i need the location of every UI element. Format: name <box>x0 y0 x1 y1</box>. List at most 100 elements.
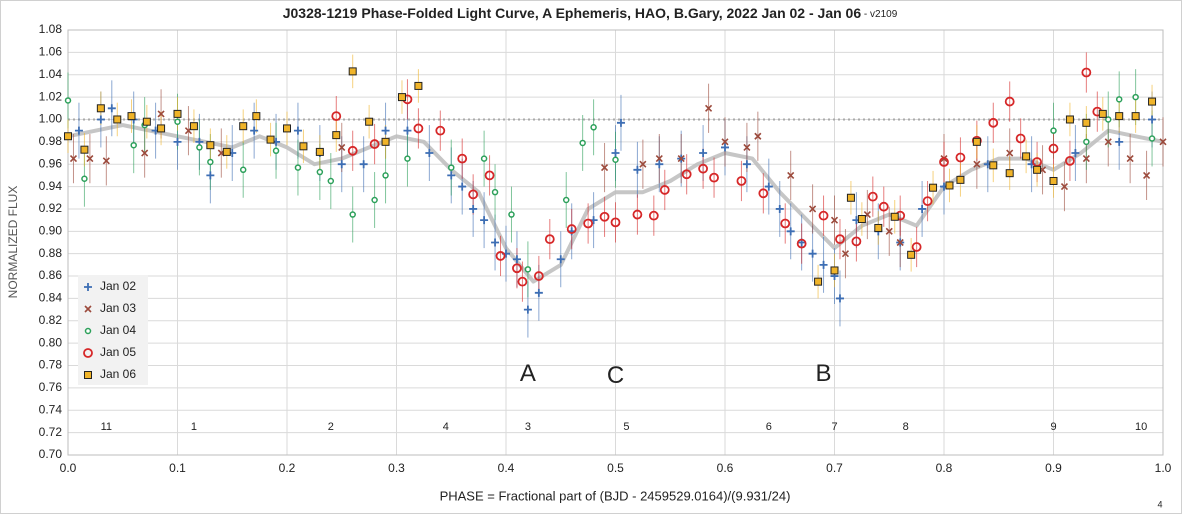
point-shape <box>102 157 110 165</box>
point-shape <box>491 238 500 247</box>
point <box>206 171 215 180</box>
y-tick-label: 0.70 <box>39 447 63 461</box>
point <box>512 263 522 274</box>
point <box>84 371 92 379</box>
point <box>435 125 446 136</box>
point-shape <box>742 160 751 169</box>
point-shape <box>655 160 664 169</box>
point-shape <box>918 204 927 213</box>
segment-label: 9 <box>1050 421 1056 433</box>
point <box>796 238 807 249</box>
x-tick-label: 0.2 <box>279 461 296 475</box>
segment-label: 1 <box>191 421 197 433</box>
point <box>556 255 565 264</box>
point <box>1098 109 1107 118</box>
point-shape <box>556 255 565 264</box>
point <box>973 160 981 168</box>
point <box>922 196 933 207</box>
point <box>414 81 423 90</box>
point <box>81 175 88 182</box>
point <box>939 157 949 167</box>
y-tick-label: 1.04 <box>39 67 63 81</box>
annotation: B <box>816 360 832 387</box>
y-tick-label: 0.94 <box>39 179 63 193</box>
point <box>1115 137 1124 146</box>
point <box>403 126 412 135</box>
point <box>1105 116 1112 123</box>
point <box>867 191 878 202</box>
point <box>754 132 762 140</box>
point <box>611 149 620 158</box>
point <box>157 110 165 118</box>
y-tick-label: 0.90 <box>39 223 63 237</box>
point-shape <box>835 294 844 303</box>
x-tick-label: 0.1 <box>169 461 186 475</box>
point <box>1022 152 1031 161</box>
point <box>890 212 899 221</box>
point-shape <box>616 118 625 127</box>
point <box>1159 138 1167 146</box>
point <box>1004 96 1015 107</box>
point <box>721 138 729 146</box>
point <box>874 223 883 232</box>
point <box>896 238 904 247</box>
point <box>86 155 94 163</box>
point-shape <box>721 143 729 152</box>
point-shape <box>84 305 92 313</box>
point <box>96 104 105 113</box>
point-shape <box>337 160 346 169</box>
point-shape <box>534 288 543 297</box>
point <box>127 112 136 121</box>
point <box>404 155 411 162</box>
point-shape <box>721 138 729 146</box>
point <box>929 183 938 192</box>
point <box>524 266 532 273</box>
segment-label: 11 <box>101 421 112 433</box>
point <box>835 294 844 303</box>
point <box>338 143 346 151</box>
point <box>633 165 642 174</box>
point-shape <box>973 160 981 168</box>
point-shape <box>1060 183 1069 191</box>
segment-label: 10 <box>1135 421 1147 433</box>
point <box>885 227 893 235</box>
point <box>1050 127 1057 134</box>
point <box>189 122 198 131</box>
point <box>1126 155 1134 163</box>
legend-label: Jan 02 <box>100 279 136 293</box>
point-shape <box>69 155 78 163</box>
y-tick-label: 0.98 <box>39 134 63 148</box>
y-axis-label: NORMALIZED FLUX <box>6 186 20 299</box>
point <box>484 170 495 181</box>
point <box>846 193 855 202</box>
x-tick-label: 0.7 <box>826 461 843 475</box>
y-tick-label: 0.78 <box>39 358 63 372</box>
point <box>173 137 182 146</box>
point <box>632 209 643 220</box>
point-shape <box>381 126 390 135</box>
point <box>83 348 93 358</box>
point-shape <box>677 155 685 163</box>
point <box>709 172 719 183</box>
point-shape <box>699 149 708 158</box>
point <box>533 271 544 281</box>
point <box>655 155 663 163</box>
x-tick-label: 1.0 <box>1155 461 1172 475</box>
point <box>495 251 506 261</box>
point <box>809 205 817 213</box>
point-shape <box>633 165 642 174</box>
y-tick-label: 0.74 <box>39 402 63 416</box>
point-shape <box>600 164 609 172</box>
point <box>534 288 543 297</box>
point-shape <box>808 249 817 258</box>
point <box>1104 138 1112 146</box>
point <box>616 118 625 127</box>
point <box>173 109 182 118</box>
point-shape <box>206 171 215 180</box>
annotation: A <box>520 360 536 387</box>
segment-label: 7 <box>831 421 837 433</box>
point <box>347 145 358 156</box>
point <box>1071 149 1080 158</box>
